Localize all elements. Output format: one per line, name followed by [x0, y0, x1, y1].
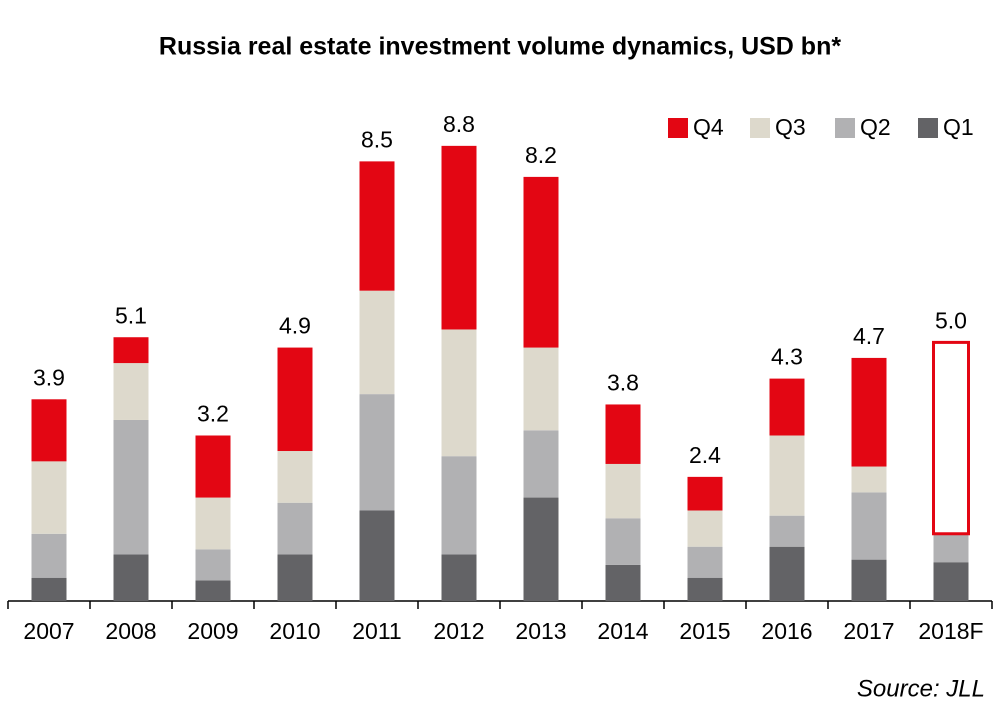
bar-segment	[277, 554, 313, 601]
bar-segment	[31, 461, 67, 534]
bar-segment	[195, 497, 231, 550]
x-tick-label: 2015	[679, 618, 730, 644]
legend-label: Q1	[943, 114, 974, 140]
legend-label: Q2	[860, 114, 891, 140]
total-label: 2.4	[689, 442, 721, 468]
bar-segment	[605, 564, 641, 601]
total-label: 8.5	[361, 126, 393, 152]
bar-segment	[359, 394, 395, 511]
bar-segment	[277, 502, 313, 555]
bar-segment	[851, 492, 887, 560]
x-tick-label: 2012	[433, 618, 484, 644]
legend-swatch	[750, 118, 770, 138]
bar-segment	[687, 577, 723, 601]
bar-segment	[851, 357, 887, 467]
bar-segment	[523, 497, 559, 601]
x-tick-label: 2007	[23, 618, 74, 644]
bar-segment	[851, 466, 887, 493]
bar-segment	[195, 580, 231, 601]
bar-segment	[31, 533, 67, 578]
x-tick-label: 2018F	[918, 618, 983, 644]
bar-segment	[769, 378, 805, 436]
total-label: 4.3	[771, 344, 803, 370]
bar-segment	[523, 430, 559, 498]
x-tick-label: 2016	[761, 618, 812, 644]
x-tick-label: 2009	[187, 618, 238, 644]
legend-swatch	[918, 118, 938, 138]
total-label: 3.2	[197, 401, 229, 427]
bar-segment	[933, 533, 969, 563]
bar-segment	[277, 347, 313, 452]
bar-segment	[933, 562, 969, 601]
bar-segment	[605, 404, 641, 464]
bar-segment	[687, 510, 723, 547]
bar-segment	[441, 554, 477, 601]
bar-segment	[195, 549, 231, 581]
bar-segment	[113, 337, 149, 364]
x-tick-label: 2010	[269, 618, 320, 644]
bar-segment	[113, 554, 149, 601]
total-label: 3.9	[33, 364, 65, 390]
total-label: 8.2	[525, 142, 557, 168]
x-tick-label: 2014	[597, 618, 648, 644]
bar-segment	[605, 518, 641, 565]
total-label: 4.9	[279, 313, 311, 339]
bar-segment	[359, 510, 395, 601]
total-label: 4.7	[853, 323, 885, 349]
total-label: 5.1	[115, 302, 147, 328]
legend-label: Q4	[693, 114, 724, 140]
bar-segment	[932, 340, 970, 536]
legend-swatch	[835, 118, 855, 138]
chart-title: Russia real estate investment volume dyn…	[159, 33, 841, 61]
bar-segment	[359, 161, 395, 291]
bar-segment	[277, 451, 313, 503]
bar-segment	[113, 419, 149, 555]
bar-segment	[769, 546, 805, 601]
bar-segment	[851, 559, 887, 601]
x-tick-label: 2011	[352, 618, 401, 644]
bar-segment	[605, 463, 641, 519]
bar-segment	[359, 290, 395, 395]
bar-segment	[441, 329, 477, 457]
bar-segment	[113, 363, 149, 420]
bar-segment	[769, 515, 805, 547]
bar-segment	[769, 435, 805, 516]
source: Source: JLL	[857, 675, 985, 702]
bar-segment	[31, 577, 67, 601]
x-tick-label: 2008	[105, 618, 156, 644]
legend-label: Q3	[775, 114, 806, 140]
total-label: 3.8	[607, 370, 639, 396]
bar-segment	[523, 176, 559, 348]
x-tick-label: 2017	[843, 618, 894, 644]
total-label: 8.8	[443, 111, 475, 137]
bar-segment	[687, 546, 723, 578]
legend-swatch	[668, 118, 688, 138]
bar-segment	[195, 435, 231, 498]
bar-segment	[687, 476, 723, 511]
bar-segment	[523, 347, 559, 431]
bar-segment	[441, 145, 477, 330]
bar-segment	[31, 399, 67, 462]
bar-segment	[441, 456, 477, 555]
x-tick-label: 2013	[515, 618, 566, 644]
total-label: 5.0	[935, 307, 967, 333]
